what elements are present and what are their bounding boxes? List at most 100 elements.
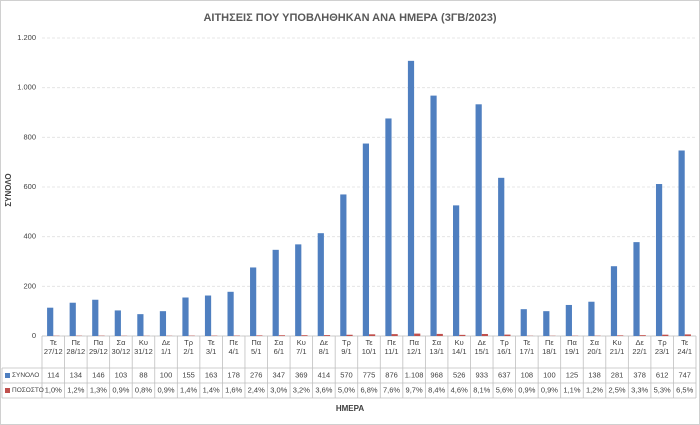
y-tick-label: 200 [23, 281, 36, 290]
x-tick-label: Πε 11/1 [385, 338, 399, 356]
table-value: 637 [498, 370, 511, 379]
table-value: 155 [182, 370, 195, 379]
table-value: 8,1% [473, 385, 490, 394]
table-value: 1,6% [225, 385, 242, 394]
bar [504, 334, 511, 336]
x-tick-label: Σα 30/12 [112, 338, 131, 356]
table-value: 1,3% [90, 385, 107, 394]
table-value: 1.108 [405, 370, 424, 379]
table-value: 7,6% [383, 385, 400, 394]
x-tick-label-line: Πε [545, 338, 554, 347]
table-value: 2,5% [609, 385, 626, 394]
bar [159, 311, 167, 336]
x-tick-label-line: 15/1 [474, 347, 489, 356]
table-value: 0,9% [112, 385, 129, 394]
bar [520, 309, 527, 336]
x-tick-label-line: 5/1 [251, 347, 261, 356]
x-tick-label-line: 29/12 [89, 347, 108, 356]
x-tick-label-line: Τε [681, 338, 689, 347]
bar [655, 184, 663, 336]
table-value: 178 [227, 370, 240, 379]
x-tick-label-line: 30/12 [112, 347, 131, 356]
x-tick-label-line: Τρ [184, 338, 193, 347]
x-tick-label: Τρ 16/1 [497, 338, 512, 356]
x-tick-label-line: 8/1 [319, 347, 329, 356]
table-value: 747 [678, 370, 691, 379]
table-value: 276 [250, 370, 263, 379]
table-value: 8,4% [428, 385, 445, 394]
table-value: 134 [70, 370, 83, 379]
y-tick-label: 600 [23, 182, 36, 191]
x-tick-label-line: Πα [93, 338, 103, 347]
bar [633, 242, 640, 336]
bar [684, 334, 691, 336]
x-tick-label: Κυ 31/12 [134, 338, 153, 356]
table-value: 0,9% [541, 385, 558, 394]
x-tick-label-line: 2/1 [183, 347, 193, 356]
x-tick-label-line: 1/1 [161, 347, 171, 356]
x-tick-label-line: 18/1 [542, 347, 557, 356]
y-tick-label: 1.200 [17, 33, 36, 42]
x-tick-label: Τε 24/1 [677, 338, 692, 356]
x-tick-label: Πα 5/1 [251, 338, 262, 356]
table-value: 526 [453, 370, 466, 379]
bar [678, 150, 685, 336]
x-tick-label-line: Πε [387, 338, 396, 347]
x-tick-label-line: 6/1 [274, 347, 284, 356]
bar [639, 335, 646, 336]
table-value: 347 [273, 370, 286, 379]
table-value: 3,6% [315, 385, 332, 394]
x-tick-label: Τε 10/1 [362, 338, 377, 356]
x-tick-label-line: Τρ [658, 338, 667, 347]
x-tick-label-line: Σα [116, 338, 126, 347]
bar [114, 310, 121, 336]
x-tick-label-line: Κυ [297, 338, 306, 347]
bar [391, 334, 398, 336]
bar [430, 95, 437, 336]
bar [317, 233, 324, 336]
y-tick-label: 1.000 [17, 83, 36, 92]
x-tick-label-line: Τε [208, 338, 216, 347]
x-tick-label: Σα 20/1 [587, 338, 602, 356]
x-tick-label-line: 11/1 [385, 347, 399, 356]
table-value: 114 [47, 370, 59, 379]
bar [346, 334, 353, 336]
x-tick-label: Κυ 21/1 [610, 338, 625, 356]
x-tick-label-line: 16/1 [497, 347, 512, 356]
bar [323, 335, 331, 336]
table-value: 4,6% [451, 385, 468, 394]
table-value: 968 [430, 370, 443, 379]
bar [227, 291, 234, 336]
x-tick-label-line: Κυ [613, 338, 622, 347]
bar [369, 334, 376, 336]
x-tick-label-line: 13/1 [429, 347, 444, 356]
bar [385, 118, 392, 337]
table-value: 125 [566, 370, 579, 379]
x-tick-label-line: 27/12 [44, 347, 63, 356]
x-tick-label-line: Κυ [455, 338, 464, 347]
table-value: 100 [160, 370, 173, 379]
bar [436, 333, 443, 336]
table-value: 933 [476, 370, 489, 379]
x-tick-label: Πε 18/1 [542, 338, 557, 356]
x-tick-label-line: 20/1 [587, 347, 602, 356]
x-tick-label-line: 21/1 [610, 347, 625, 356]
bar [256, 335, 263, 336]
x-tick-label: Δε 8/1 [319, 338, 329, 356]
x-tick-label: Σα 13/1 [429, 338, 444, 356]
x-tick-label-line: Σα [274, 338, 284, 347]
table-value: 378 [633, 370, 646, 379]
bar [543, 311, 550, 336]
y-tick-label: 400 [23, 232, 36, 241]
x-tick-label-line: 28/12 [66, 347, 85, 356]
x-tick-label: Τρ 23/1 [655, 338, 670, 356]
x-tick-label: Δε 15/1 [474, 338, 489, 356]
bar [414, 333, 421, 336]
x-tick-label-line: Τε [523, 338, 531, 347]
x-tick-label-line: Πε [71, 338, 80, 347]
table-value: 0,9% [157, 385, 174, 394]
bar [340, 194, 347, 336]
bar [362, 143, 369, 336]
bar [137, 314, 144, 336]
bar [250, 267, 257, 336]
